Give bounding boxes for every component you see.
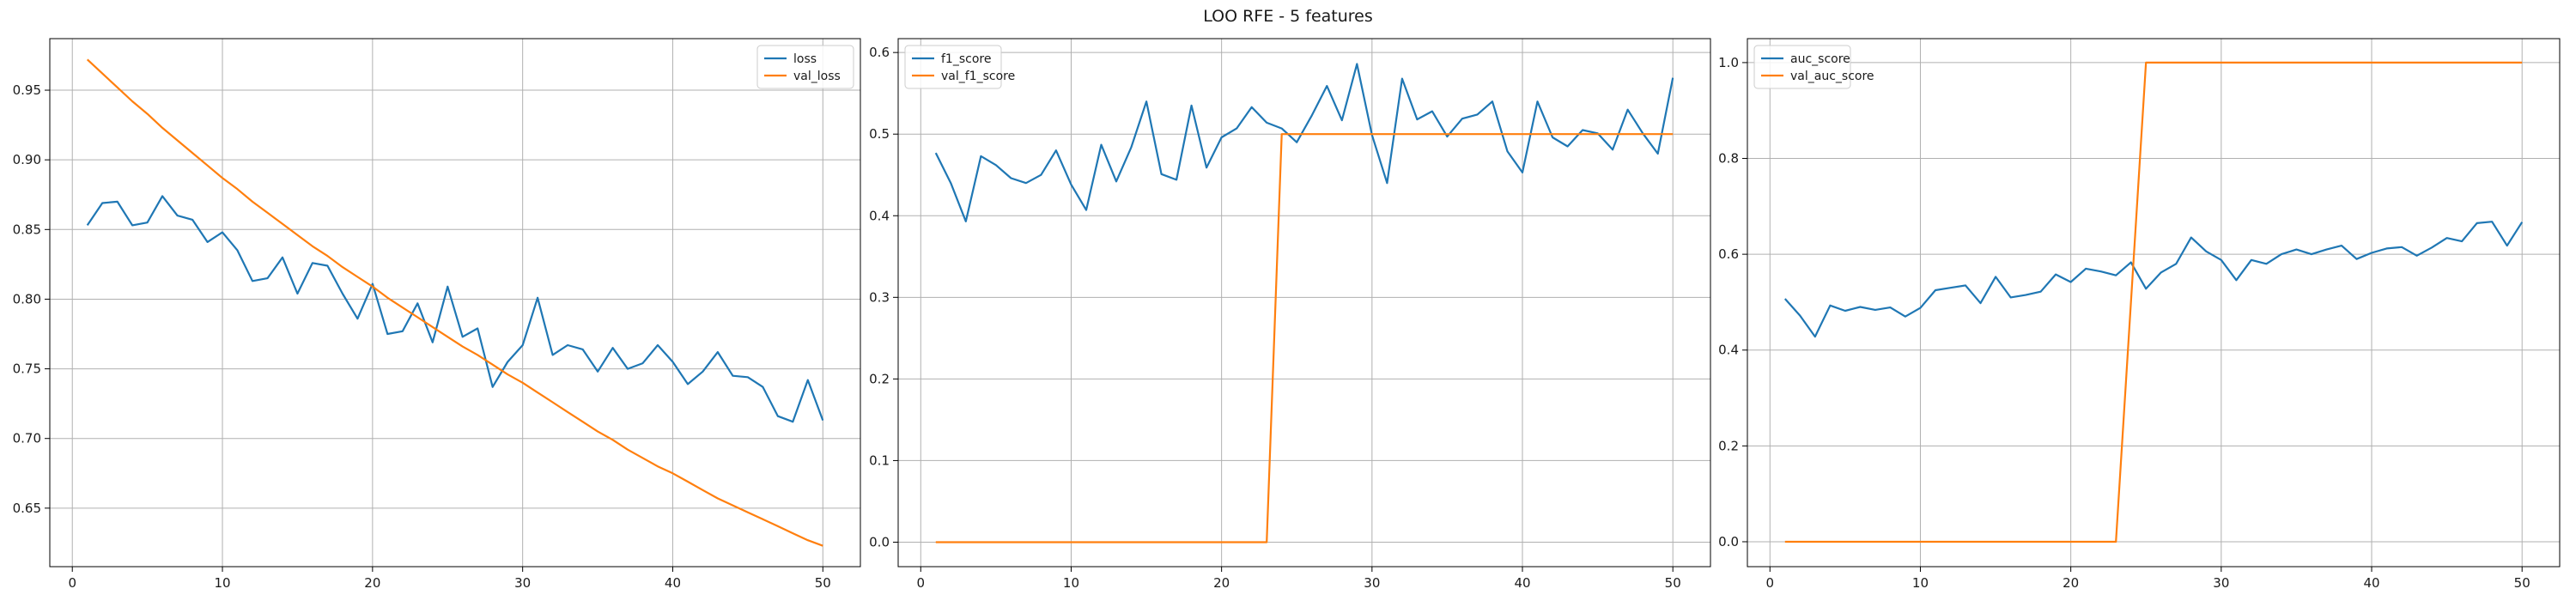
y-tick-label: 0.3 — [869, 289, 890, 305]
legend-label-val-auc-score: val_auc_score — [1790, 70, 1874, 83]
y-tick-label: 0.0 — [869, 534, 890, 549]
legend-label-f1-score: f1_score — [941, 52, 991, 66]
legend: f1_score val_f1_score — [904, 45, 1015, 89]
y-tick-label: 0.75 — [13, 361, 41, 377]
x-tick-label: 40 — [665, 575, 681, 591]
y-tick-label: 0.90 — [13, 152, 41, 167]
legend-label-val-loss: val_loss — [793, 70, 841, 83]
x-tick-label: 0 — [68, 575, 76, 591]
y-tick-label: 0.1 — [869, 452, 890, 468]
x-tick-label: 50 — [2514, 575, 2530, 591]
legend-label-val-f1-score: val_f1_score — [941, 70, 1015, 83]
x-tick-label: 20 — [2063, 575, 2079, 591]
y-tick-label: 0.0 — [1718, 534, 1739, 549]
x-tick-label: 50 — [1665, 575, 1681, 591]
y-tick-label: 1.0 — [1718, 55, 1739, 70]
x-tick-label: 30 — [1364, 575, 1380, 591]
axes-frame — [49, 38, 861, 568]
y-tick-label: 0.80 — [13, 291, 41, 307]
x-tick-label: 40 — [2363, 575, 2379, 591]
y-tick-label: 0.6 — [1718, 246, 1739, 262]
y-tick-label: 0.4 — [869, 208, 890, 223]
legend-box — [904, 45, 1002, 89]
x-tick-label: 30 — [514, 575, 531, 591]
axes-frame — [897, 38, 1711, 568]
subplot-2: 0 10 20 30 40 50 0.0 0.1 0.2 0.3 0.4 0.5 0.6 f1_score… — [869, 38, 1711, 591]
legend-box — [1753, 45, 1851, 89]
legend-label-loss: loss — [793, 52, 817, 66]
series-line-loss — [86, 195, 824, 423]
y-tick-label: 0.6 — [869, 45, 890, 60]
x-tick-label: 20 — [364, 575, 380, 591]
axes-frame — [1747, 38, 2561, 568]
y-tick-label: 0.95 — [13, 82, 41, 98]
legend-label-auc-score: auc_score — [1790, 52, 1850, 66]
series-line-auc-score — [1783, 221, 2524, 338]
y-tick-label: 0.5 — [869, 126, 890, 142]
series-line-val-f1-score — [935, 133, 1674, 543]
legend: loss val_loss — [756, 45, 854, 89]
x-tick-label: 10 — [214, 575, 230, 591]
x-tick-label: 0 — [917, 575, 926, 591]
figure-title: LOO RFE - 5 features — [1203, 7, 1373, 26]
subplot-3: 0 10 20 30 40 50 0.0 0.2 0.4 0.6 0.8 1.0 auc_scoreva… — [1718, 38, 2561, 591]
legend-box — [756, 45, 854, 89]
y-tick-label: 0.2 — [869, 371, 890, 386]
y-tick-label: 0.8 — [1718, 151, 1739, 167]
x-tick-label: 10 — [1063, 575, 1079, 591]
x-tick-label: 10 — [1912, 575, 1929, 591]
x-tick-label: 40 — [1514, 575, 1530, 591]
series-line-val-loss — [86, 58, 823, 547]
y-tick-label: 0.2 — [1718, 438, 1739, 453]
x-tick-label: 30 — [2213, 575, 2229, 591]
x-tick-label: 20 — [1213, 575, 1230, 591]
series-line-f1-score — [934, 63, 1674, 222]
x-tick-label: 0 — [1766, 575, 1775, 591]
y-tick-label: 0.65 — [13, 501, 41, 516]
y-tick-label: 0.70 — [13, 431, 41, 446]
x-tick-label: 50 — [815, 575, 831, 591]
y-tick-label: 0.85 — [13, 222, 41, 237]
subplot-1: 0 10 20 30 40 50 0.65 0.70 0.75 0.80 0.85 0.90 0.95 l… — [13, 38, 861, 591]
series-line-val-auc-score — [1784, 61, 2523, 543]
legend: auc_score val_auc_score — [1753, 45, 1874, 89]
y-tick-label: 0.4 — [1718, 343, 1739, 358]
